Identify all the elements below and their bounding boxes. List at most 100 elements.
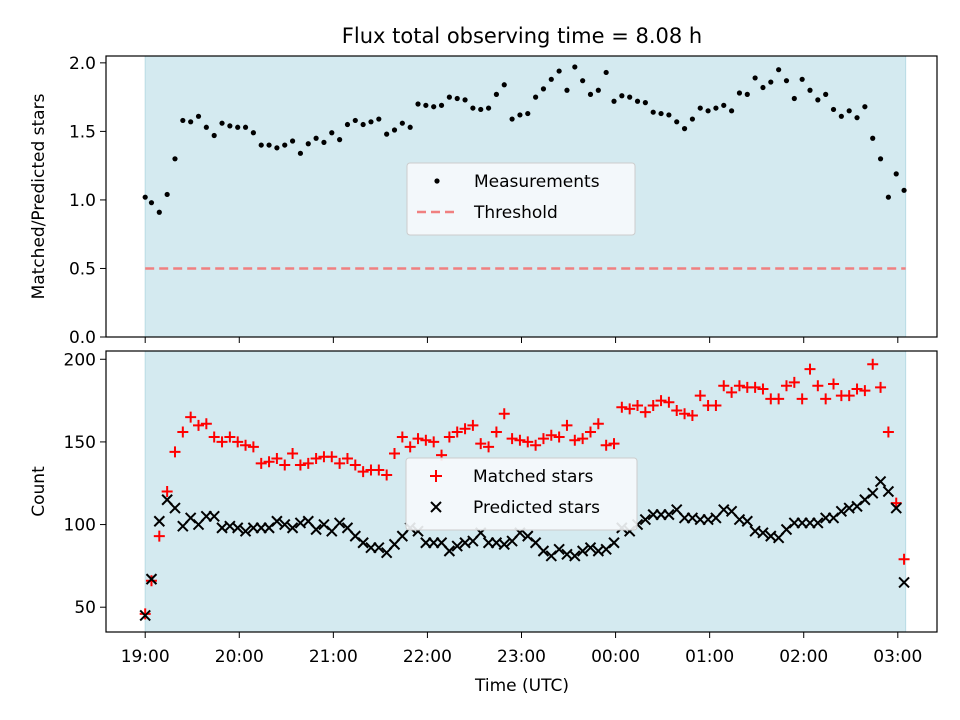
data-point <box>733 380 745 392</box>
data-point <box>180 117 186 124</box>
data-point <box>757 383 769 395</box>
data-point <box>726 386 738 398</box>
data-point <box>624 403 636 415</box>
data-point <box>812 380 824 392</box>
data-point <box>854 115 860 121</box>
y-tick-label: 150 <box>64 433 96 453</box>
x-tick-label: 21:00 <box>309 647 358 667</box>
data-point <box>177 426 189 438</box>
data-point <box>415 101 421 107</box>
data-point <box>729 108 735 114</box>
data-point <box>768 79 774 85</box>
data-point <box>705 108 711 114</box>
data-point <box>788 376 800 388</box>
data-point <box>576 545 589 557</box>
data-point <box>639 406 651 418</box>
data-point <box>681 126 688 132</box>
data-point <box>611 98 617 104</box>
data-point <box>569 550 581 562</box>
data-point <box>208 431 220 443</box>
legend-label: Measurements <box>474 172 600 192</box>
data-point <box>216 436 228 448</box>
data-point <box>760 84 766 91</box>
data-point <box>791 95 797 102</box>
data-point <box>247 441 259 453</box>
data-point <box>577 433 589 445</box>
data-point <box>812 517 824 529</box>
data-point <box>302 457 314 469</box>
data-point <box>451 540 463 552</box>
data-point <box>882 426 894 438</box>
data-point <box>446 94 452 100</box>
data-point <box>882 485 895 498</box>
data-point <box>360 121 366 128</box>
data-point <box>799 76 805 82</box>
data-point <box>279 518 291 531</box>
y-axis-label: Count <box>29 466 49 517</box>
data-point <box>263 456 275 468</box>
data-point <box>208 510 220 523</box>
y-tick-label: 1.0 <box>69 191 96 211</box>
data-point <box>431 104 437 110</box>
data-point <box>470 105 476 111</box>
data-point <box>749 381 761 393</box>
data-point <box>804 363 816 375</box>
data-point <box>388 447 400 459</box>
data-point <box>396 431 408 443</box>
data-point <box>548 76 554 82</box>
ratio-panel: 0.0 0.5 1.0 1.5 2.0 Matched/Predicted stars Me… <box>29 54 938 348</box>
data-point <box>674 119 680 125</box>
data-point <box>874 475 887 488</box>
legend-label: Threshold <box>473 203 558 223</box>
legend-box <box>406 162 636 236</box>
legend: Measurements Threshold <box>406 162 636 236</box>
data-point <box>663 508 675 521</box>
y-tick-label: 200 <box>64 350 96 370</box>
data-point <box>462 97 468 103</box>
data-point <box>333 517 346 529</box>
x-tick-label: 20:00 <box>215 647 264 667</box>
data-point <box>689 116 696 122</box>
data-point <box>600 439 612 451</box>
data-point <box>224 431 236 443</box>
y-tick-label: 0.5 <box>69 259 96 279</box>
data-point <box>744 91 750 97</box>
data-point <box>603 69 609 76</box>
data-point <box>485 105 492 111</box>
data-point <box>139 609 151 622</box>
data-point <box>227 123 233 129</box>
data-point <box>901 187 907 193</box>
data-point <box>556 68 562 74</box>
data-point <box>517 112 523 118</box>
data-point <box>650 109 656 115</box>
data-point <box>329 130 335 136</box>
data-point <box>838 113 844 119</box>
data-point <box>478 106 484 113</box>
data-point <box>239 525 252 537</box>
data-point <box>890 502 902 514</box>
data-point <box>211 132 217 139</box>
data-point <box>255 457 267 469</box>
data-point <box>148 200 155 206</box>
data-point <box>352 117 358 124</box>
data-point <box>153 530 165 542</box>
data-point <box>608 537 620 549</box>
data-point <box>564 87 570 93</box>
data-point <box>898 553 910 565</box>
data-point <box>297 150 304 156</box>
count-panel: 50 100 150 200 19:00 20:00 21:00 22:00 23:00 00:0… <box>29 350 938 667</box>
data-point <box>877 156 884 162</box>
data-point <box>139 608 151 620</box>
data-point <box>671 405 683 417</box>
data-point <box>830 106 837 113</box>
data-point <box>349 459 361 471</box>
data-point <box>783 78 790 84</box>
data-point <box>493 91 500 97</box>
data-point <box>428 436 440 448</box>
data-point <box>454 95 460 102</box>
data-point <box>584 426 596 438</box>
data-point <box>231 522 244 534</box>
data-point <box>459 423 471 435</box>
data-point <box>279 459 291 471</box>
data-point <box>341 452 353 464</box>
